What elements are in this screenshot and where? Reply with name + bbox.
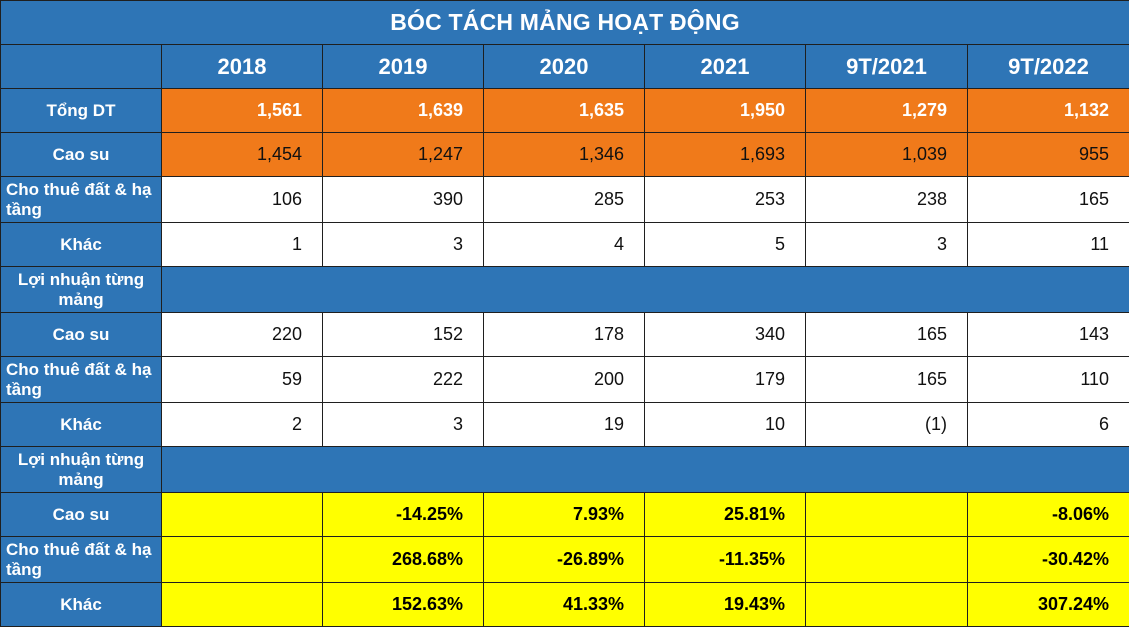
- table-cell: 1,279: [805, 88, 968, 133]
- table-row: Cho thuê đất & hạ tầng 268.68% -26.89% -…: [0, 536, 1129, 583]
- table-cell: 1,635: [483, 88, 645, 133]
- column-header: 2020: [483, 44, 645, 89]
- table-row: Cao su 220 152 178 340 165 143: [0, 312, 1129, 357]
- table-cell: [805, 582, 968, 627]
- table-cell: 222: [322, 356, 484, 403]
- section-band: [160, 266, 1129, 313]
- table-row: Cao su -14.25% 7.93% 25.81% -8.06%: [0, 492, 1129, 537]
- table-cell: 152: [322, 312, 484, 357]
- table-row: Cao su 1,454 1,247 1,346 1,693 1,039 955: [0, 132, 1129, 177]
- table-cell: 143: [966, 312, 1129, 357]
- table-cell: 11: [966, 222, 1129, 267]
- table-cell: 5: [644, 222, 806, 267]
- column-header: 9T/2022: [966, 44, 1129, 89]
- header-corner: [0, 44, 162, 89]
- table-cell: 1,561: [161, 88, 323, 133]
- table-cell: 41.33%: [483, 582, 645, 627]
- table-cell: 2: [161, 402, 323, 447]
- table-cell: 253: [644, 176, 806, 223]
- column-header: 2019: [322, 44, 484, 89]
- table-cell: 179: [644, 356, 806, 403]
- table-row: Khác 1 3 4 5 3 11: [0, 222, 1129, 267]
- table-cell: 285: [483, 176, 645, 223]
- table-cell: 152.63%: [322, 582, 484, 627]
- table-cell: 268.68%: [322, 536, 484, 583]
- row-label: Cho thuê đất & hạ tầng: [0, 536, 162, 583]
- section-row: Lợi nhuận từng mảng: [0, 266, 1129, 313]
- table-cell: -30.42%: [966, 536, 1129, 583]
- table-cell: 3: [322, 402, 484, 447]
- table-cell: 1,132: [966, 88, 1129, 133]
- table-row: Khác 152.63% 41.33% 19.43% 307.24%: [0, 582, 1129, 627]
- table-cell: -26.89%: [483, 536, 645, 583]
- table-cell: 6: [966, 402, 1129, 447]
- table-cell: 1: [161, 222, 323, 267]
- table-cell: 19: [483, 402, 645, 447]
- table-cell: 1,346: [483, 132, 645, 177]
- table-cell: 1,247: [322, 132, 484, 177]
- column-header: 9T/2021: [805, 44, 968, 89]
- table-cell: 1,639: [322, 88, 484, 133]
- column-header: 2021: [644, 44, 806, 89]
- table-cell: 4: [483, 222, 645, 267]
- table-cell: 955: [966, 132, 1129, 177]
- table-cell: 1,039: [805, 132, 968, 177]
- table-cell: [161, 536, 323, 583]
- section-label: Lợi nhuận từng mảng: [0, 266, 162, 313]
- section-band: [160, 446, 1129, 493]
- table-title: BÓC TÁCH MẢNG HOẠT ĐỘNG: [0, 0, 1129, 45]
- table-cell: 340: [644, 312, 806, 357]
- table-row: Cho thuê đất & hạ tầng 106 390 285 253 2…: [0, 176, 1129, 223]
- table-cell: -14.25%: [322, 492, 484, 537]
- table-cell: (1): [805, 402, 968, 447]
- table-cell: 10: [644, 402, 806, 447]
- row-label: Cho thuê đất & hạ tầng: [0, 176, 162, 223]
- table-cell: 3: [322, 222, 484, 267]
- table-cell: [805, 492, 968, 537]
- table-cell: 220: [161, 312, 323, 357]
- column-header: 2018: [161, 44, 323, 89]
- table-cell: 1,950: [644, 88, 806, 133]
- table-cell: 110: [966, 356, 1129, 403]
- table-row: Khác 2 3 19 10 (1) 6: [0, 402, 1129, 447]
- table-cell: -8.06%: [966, 492, 1129, 537]
- table-cell: [161, 492, 323, 537]
- table-cell: 178: [483, 312, 645, 357]
- header-row: 2018 2019 2020 2021 9T/2021 9T/2022: [0, 44, 1129, 89]
- row-label: Khác: [0, 222, 162, 267]
- table-cell: 165: [805, 312, 968, 357]
- row-label: Cao su: [0, 312, 162, 357]
- table-cell: -11.35%: [644, 536, 806, 583]
- table-cell: 3: [805, 222, 968, 267]
- section-label: Lợi nhuận từng mảng: [0, 446, 162, 493]
- table-cell: 390: [322, 176, 484, 223]
- row-label: Khác: [0, 582, 162, 627]
- row-label: Khác: [0, 402, 162, 447]
- row-label: Cho thuê đất & hạ tầng: [0, 356, 162, 403]
- table-cell: [161, 582, 323, 627]
- table-cell: 307.24%: [966, 582, 1129, 627]
- row-label: Tổng DT: [0, 88, 162, 133]
- section-row: Lợi nhuận từng mảng: [0, 446, 1129, 493]
- row-label: Cao su: [0, 492, 162, 537]
- row-label: Cao su: [0, 132, 162, 177]
- table-cell: 1,693: [644, 132, 806, 177]
- table-cell: 19.43%: [644, 582, 806, 627]
- table-cell: 25.81%: [644, 492, 806, 537]
- table-cell: 1,454: [161, 132, 323, 177]
- table-cell: 7.93%: [483, 492, 645, 537]
- table-cell: 238: [805, 176, 968, 223]
- table-cell: 200: [483, 356, 645, 403]
- table-cell: 106: [161, 176, 323, 223]
- table-cell: 59: [161, 356, 323, 403]
- table-row: Cho thuê đất & hạ tầng 59 222 200 179 16…: [0, 356, 1129, 403]
- table-cell: [805, 536, 968, 583]
- table-cell: 165: [966, 176, 1129, 223]
- table-cell: 165: [805, 356, 968, 403]
- table-row: Tổng DT 1,561 1,639 1,635 1,950 1,279 1,…: [0, 88, 1129, 133]
